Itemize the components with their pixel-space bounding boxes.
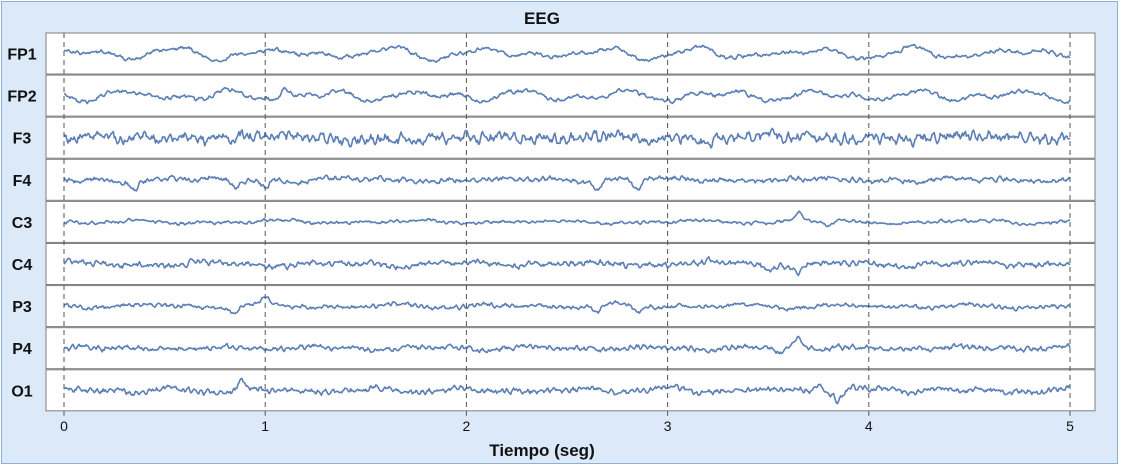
channel-waveform — [64, 377, 1071, 405]
channel-f3: F3 — [13, 116, 1096, 159]
chart-title: EEG — [524, 9, 560, 28]
channel-plot-area — [45, 369, 1096, 412]
channel-plot-area — [45, 158, 1096, 201]
channel-waveform — [63, 127, 1071, 149]
channel-waveform — [63, 256, 1071, 277]
x-tick-label: 3 — [664, 418, 672, 434]
channel-label: P4 — [12, 341, 32, 358]
channel-waveform — [63, 86, 1071, 105]
x-tick-label: 1 — [261, 418, 269, 434]
channel-label: FP2 — [7, 89, 36, 106]
channel-c3: C3 — [12, 200, 1096, 243]
channel-label: C3 — [12, 215, 33, 232]
channel-waveform — [63, 296, 1071, 315]
x-axis-label: Tiempo (seg) — [489, 441, 594, 460]
channel-label: FP1 — [7, 47, 36, 64]
channel-label: P3 — [12, 299, 32, 316]
channel-o1: O1 — [11, 369, 1096, 412]
channel-f4: F4 — [13, 158, 1096, 201]
channel-p4: P4 — [12, 327, 1096, 370]
channel-label: F3 — [13, 131, 32, 148]
channel-plot-area — [45, 285, 1096, 328]
channel-waveform — [63, 174, 1071, 192]
x-tick-label: 5 — [1066, 418, 1074, 434]
x-tick-label: 0 — [60, 418, 68, 434]
channel-waveform — [63, 43, 1071, 63]
channel-plot-area — [45, 74, 1096, 117]
channel-fp1: FP1 — [7, 32, 1096, 75]
channel-waveform — [63, 210, 1071, 228]
channel-label: F4 — [13, 173, 32, 190]
x-tick-label: 2 — [463, 418, 471, 434]
channel-label: O1 — [11, 383, 32, 400]
channel-waveform — [63, 335, 1071, 355]
channel-fp2: FP2 — [7, 74, 1096, 117]
channel-c4: C4 — [12, 243, 1096, 285]
channel-label: C4 — [12, 257, 33, 274]
channel-p3: P3 — [12, 285, 1096, 328]
x-tick-label: 4 — [865, 418, 873, 434]
